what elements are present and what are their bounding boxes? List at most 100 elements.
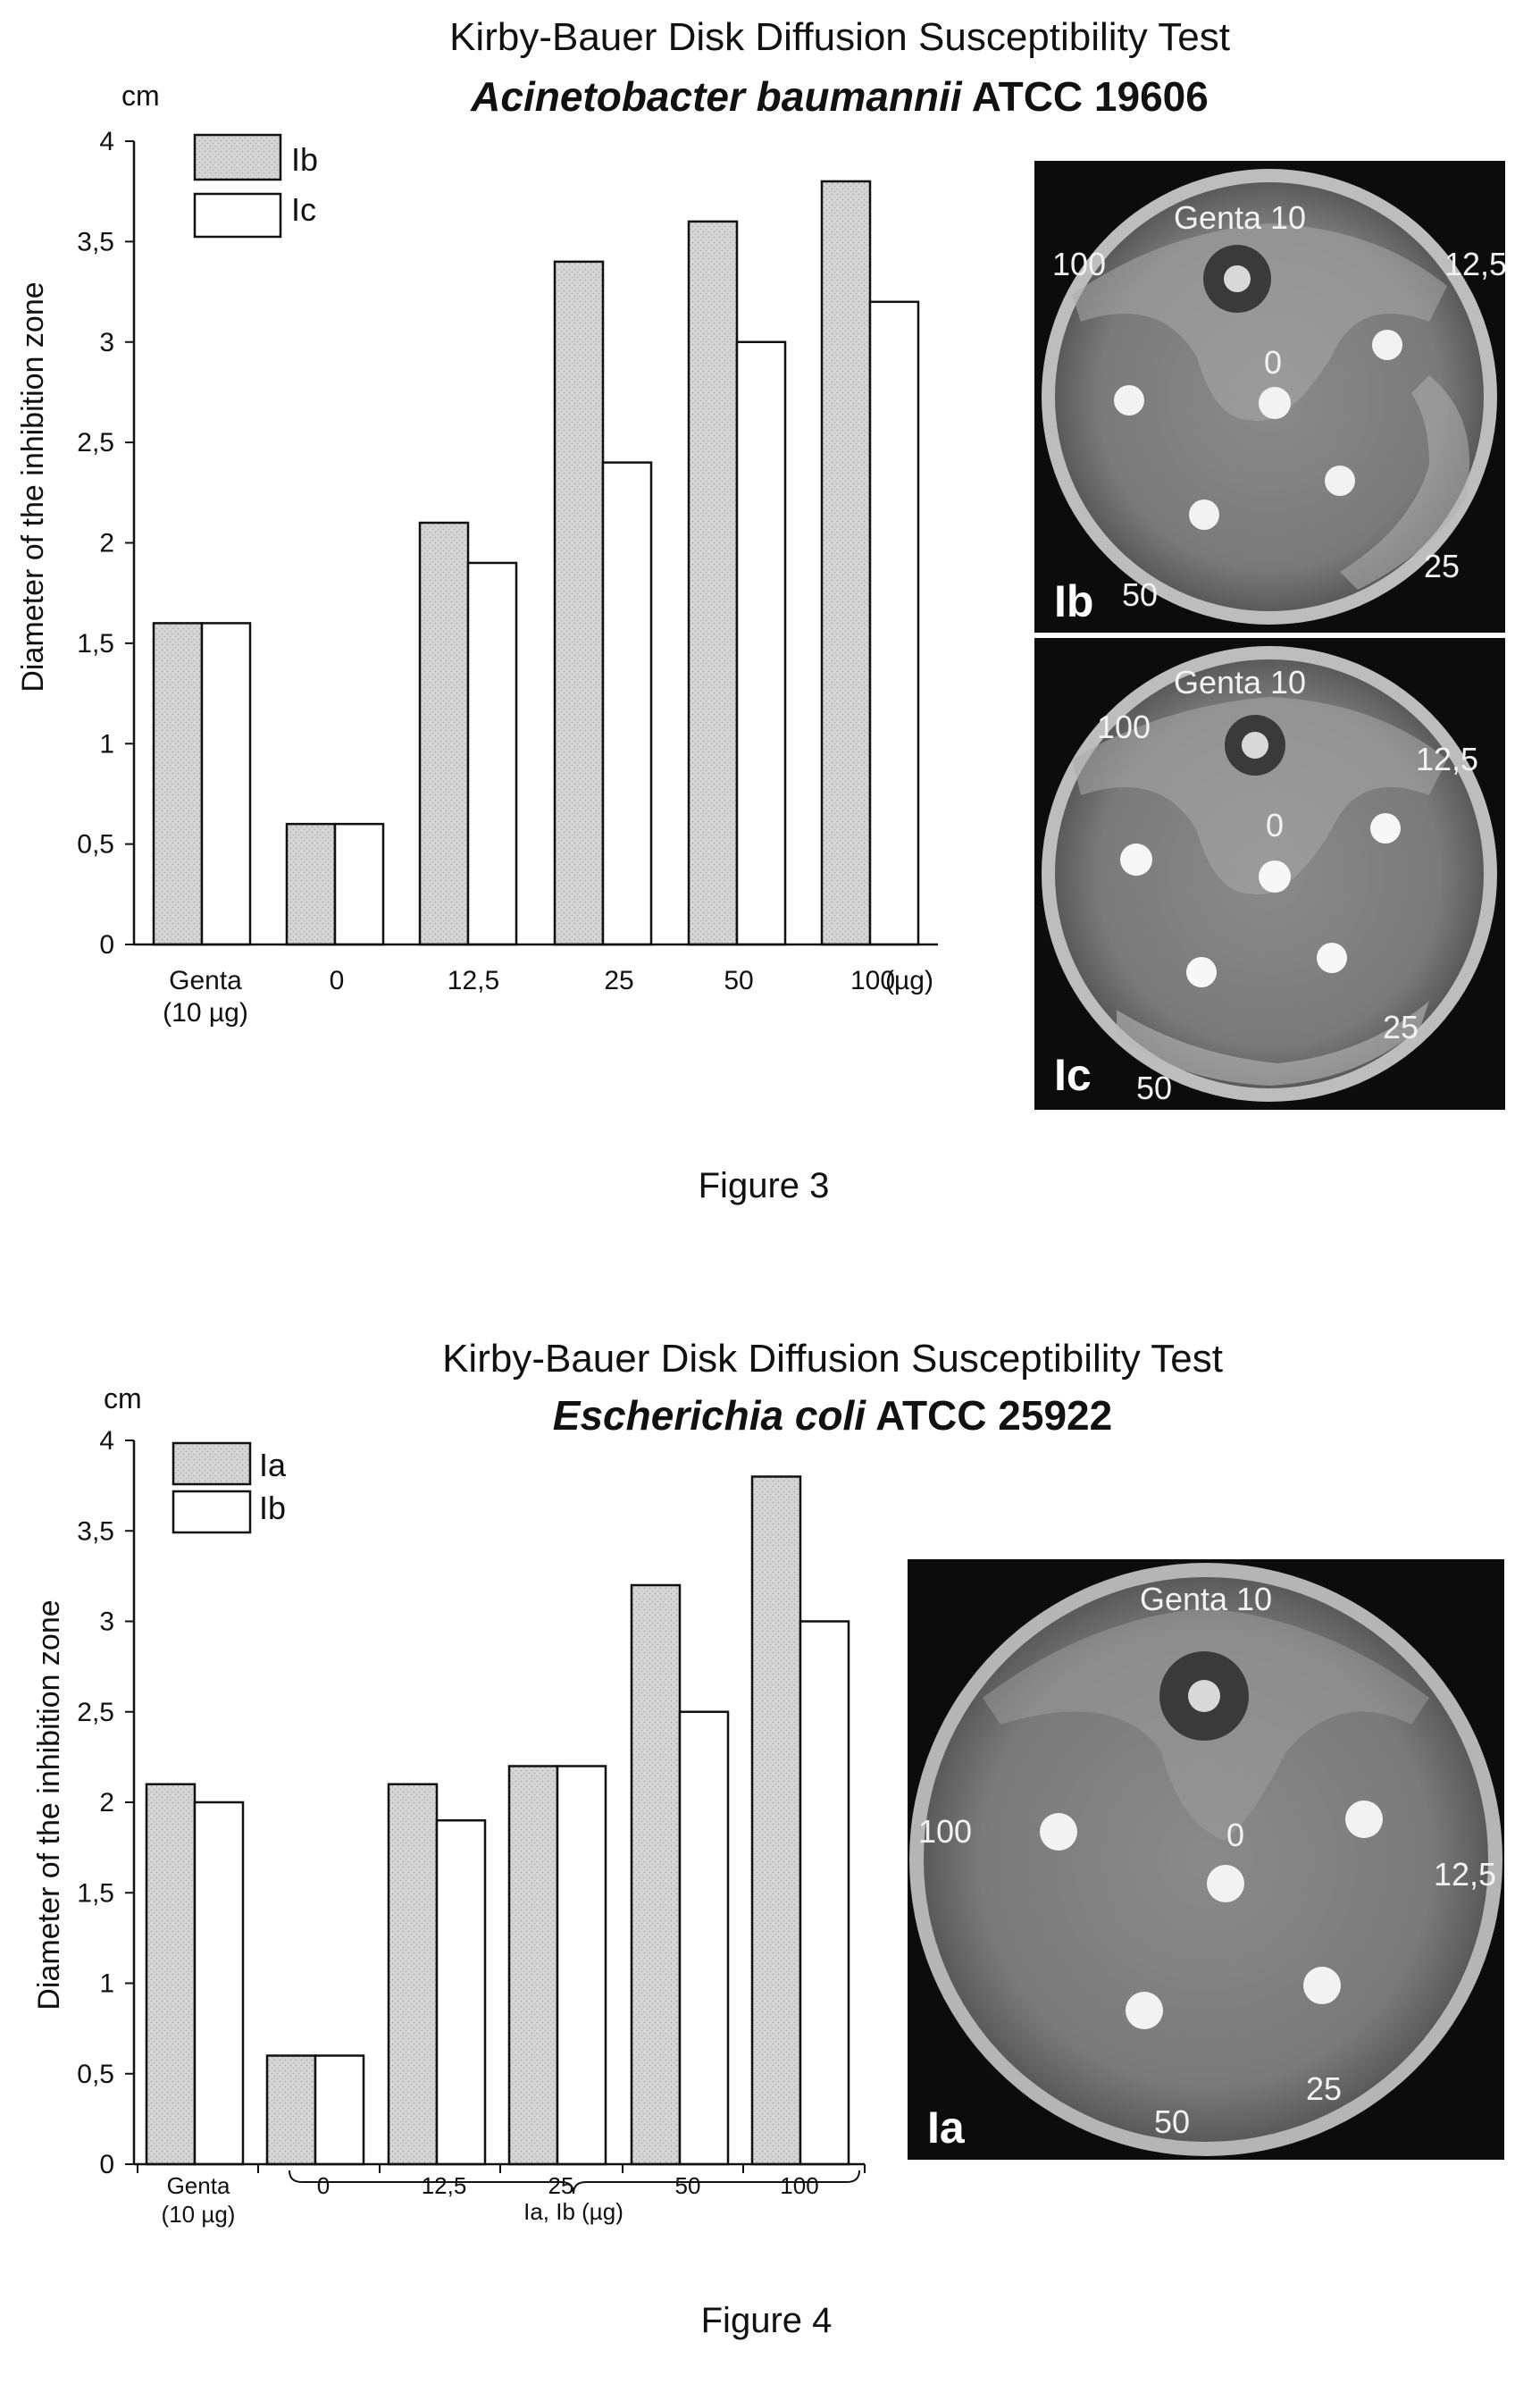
legend-label-ib: Ib bbox=[259, 1490, 286, 1526]
y-tick-label: 1,5 bbox=[77, 629, 114, 659]
plate-id-label: Ia bbox=[927, 2103, 966, 2153]
bacterial-lawn-top bbox=[1072, 697, 1447, 895]
figure-3: Kirby-Bauer Disk Diffusion Susceptibilit… bbox=[16, 15, 1507, 1205]
legend-label-ic: Ic bbox=[291, 191, 316, 228]
y-tick-label: 0 bbox=[99, 930, 114, 960]
petri-dish-photo-ia: Genta 10 100 12,5 0 25 50 Ia bbox=[908, 1559, 1504, 2160]
y-tick-label: 0 bbox=[99, 2150, 114, 2179]
plate-label-25: 25 bbox=[1383, 1009, 1419, 1045]
bar-marks bbox=[152, 180, 920, 946]
disk-12-5 bbox=[1372, 330, 1402, 360]
y-tick-label: 2 bbox=[99, 1788, 114, 1817]
bar-ib-12-5 bbox=[418, 521, 470, 946]
disk-100 bbox=[1120, 844, 1152, 876]
legend-swatch-ib bbox=[172, 1490, 252, 1534]
legend-swatch-ic bbox=[193, 192, 282, 239]
bar-ia-0 bbox=[265, 2054, 317, 2166]
plate-label-50: 50 bbox=[1154, 2103, 1190, 2140]
y-tick-label: 1 bbox=[99, 1969, 114, 1999]
y-tick-label: 2 bbox=[99, 529, 114, 558]
legend-label-ib: Ib bbox=[291, 141, 318, 178]
y-tick-label: 3 bbox=[99, 328, 114, 357]
category-label: 12,5 bbox=[422, 2172, 467, 2199]
chart-title-line1: Kirby-Bauer Disk Diffusion Susceptibilit… bbox=[442, 1337, 1223, 1381]
genta-disk bbox=[1224, 265, 1251, 292]
agar-plate bbox=[924, 1577, 1488, 2142]
y-axis-ticks: 0 0,5 1 1,5 2 2,5 3 3,5 4 bbox=[77, 127, 134, 960]
category-label: 0 bbox=[317, 2172, 330, 2199]
category-label: 50 bbox=[724, 966, 753, 995]
bar-ib-genta bbox=[152, 622, 204, 946]
plate-label-100: 100 bbox=[1097, 709, 1151, 745]
y-tick-label: 2,5 bbox=[77, 428, 114, 457]
legend-swatch-ib bbox=[193, 133, 282, 181]
disk-50 bbox=[1126, 1992, 1163, 2029]
bar-ib-100 bbox=[799, 1620, 850, 2166]
bar-ib-25 bbox=[553, 260, 605, 946]
y-axis-ticks: 0 0,5 1 1,5 2 2,5 3 3,5 4 bbox=[77, 1426, 134, 2179]
bar-ib-100 bbox=[820, 180, 872, 946]
y-tick-label: 4 bbox=[99, 1426, 114, 1456]
bar-ic-100 bbox=[868, 300, 920, 946]
y-tick-label: 0,5 bbox=[77, 830, 114, 860]
bacterial-lawn-bottom bbox=[1117, 1001, 1429, 1086]
bar-ic-12-5 bbox=[466, 561, 518, 946]
y-tick-label: 4 bbox=[99, 127, 114, 156]
bar-ia-12-5 bbox=[387, 1783, 439, 2166]
bar-ib-50 bbox=[678, 1710, 730, 2166]
plate-label-0: 0 bbox=[1266, 807, 1284, 844]
disk-0 bbox=[1259, 387, 1291, 419]
category-label: 25 bbox=[604, 966, 633, 995]
y-axis-label: Diameter of the inhibition zone bbox=[32, 1599, 66, 2010]
disk-25 bbox=[1317, 943, 1347, 973]
bar-ib-50 bbox=[687, 220, 739, 946]
x-unit-label: (µg) bbox=[885, 966, 933, 995]
plate-label-0: 0 bbox=[1226, 1817, 1244, 1853]
y-tick-label: 0,5 bbox=[77, 2060, 114, 2089]
disk-100 bbox=[1040, 1813, 1077, 1851]
organism-name: Escherichia coli bbox=[553, 1392, 866, 1439]
disk-50 bbox=[1189, 499, 1219, 530]
category-label: 100 bbox=[850, 966, 895, 995]
disk-12-5 bbox=[1370, 813, 1401, 844]
disk-12-5 bbox=[1345, 1801, 1383, 1838]
bacterial-lawn-right bbox=[1340, 375, 1469, 590]
plate-label-12-5: 12,5 bbox=[1434, 1856, 1496, 1893]
category-label: Genta bbox=[167, 2172, 230, 2199]
bar-ic-25 bbox=[601, 461, 653, 946]
disk-50 bbox=[1186, 957, 1217, 987]
plate-label-50: 50 bbox=[1122, 576, 1158, 613]
bar-ic-0 bbox=[333, 822, 385, 946]
plate-label-50: 50 bbox=[1136, 1070, 1172, 1106]
organism-name: Acinetobacter baumannii bbox=[470, 73, 963, 120]
category-labels: Genta 0 12,5 25 50 100 (10 µg) bbox=[163, 966, 895, 1028]
genta-disk bbox=[1242, 732, 1268, 759]
y-unit-label: cm bbox=[121, 80, 160, 112]
bar-ib-genta bbox=[193, 1801, 245, 2166]
plate-label-12-5: 12,5 bbox=[1416, 741, 1478, 777]
plate-label-0: 0 bbox=[1264, 344, 1282, 381]
chart-title-line2: Acinetobacter baumannii ATCC 19606 bbox=[470, 73, 1209, 120]
bar-ia-50 bbox=[630, 1583, 682, 2166]
bar-ib-0 bbox=[314, 2054, 365, 2166]
figure-4: Kirby-Bauer Disk Diffusion Susceptibilit… bbox=[32, 1337, 1504, 2340]
category-label: 100 bbox=[780, 2172, 818, 2199]
legend: Ia Ib bbox=[172, 1441, 287, 1534]
category-sublabel: (10 µg) bbox=[162, 2201, 236, 2228]
disk-100 bbox=[1114, 385, 1144, 416]
y-tick-label: 3,5 bbox=[77, 227, 114, 256]
plate-label-100: 100 bbox=[1052, 246, 1106, 282]
petri-dish-photo-ib: Genta 10 100 12,5 0 25 50 Ib bbox=[1034, 161, 1507, 633]
axes bbox=[132, 1440, 866, 2173]
plate-label-genta: Genta 10 bbox=[1174, 664, 1306, 701]
y-unit-label: cm bbox=[104, 1382, 142, 1414]
axes bbox=[132, 141, 938, 946]
y-tick-label: 1,5 bbox=[77, 1878, 114, 1908]
figure-caption: Figure 4 bbox=[701, 2301, 833, 2340]
disk-25 bbox=[1303, 1967, 1341, 2004]
y-tick-label: 1 bbox=[99, 729, 114, 759]
strain-name: ATCC 25922 bbox=[866, 1392, 1112, 1439]
bracket-line bbox=[289, 2170, 860, 2195]
disk-25 bbox=[1325, 466, 1355, 496]
y-tick-label: 2,5 bbox=[77, 1698, 114, 1727]
